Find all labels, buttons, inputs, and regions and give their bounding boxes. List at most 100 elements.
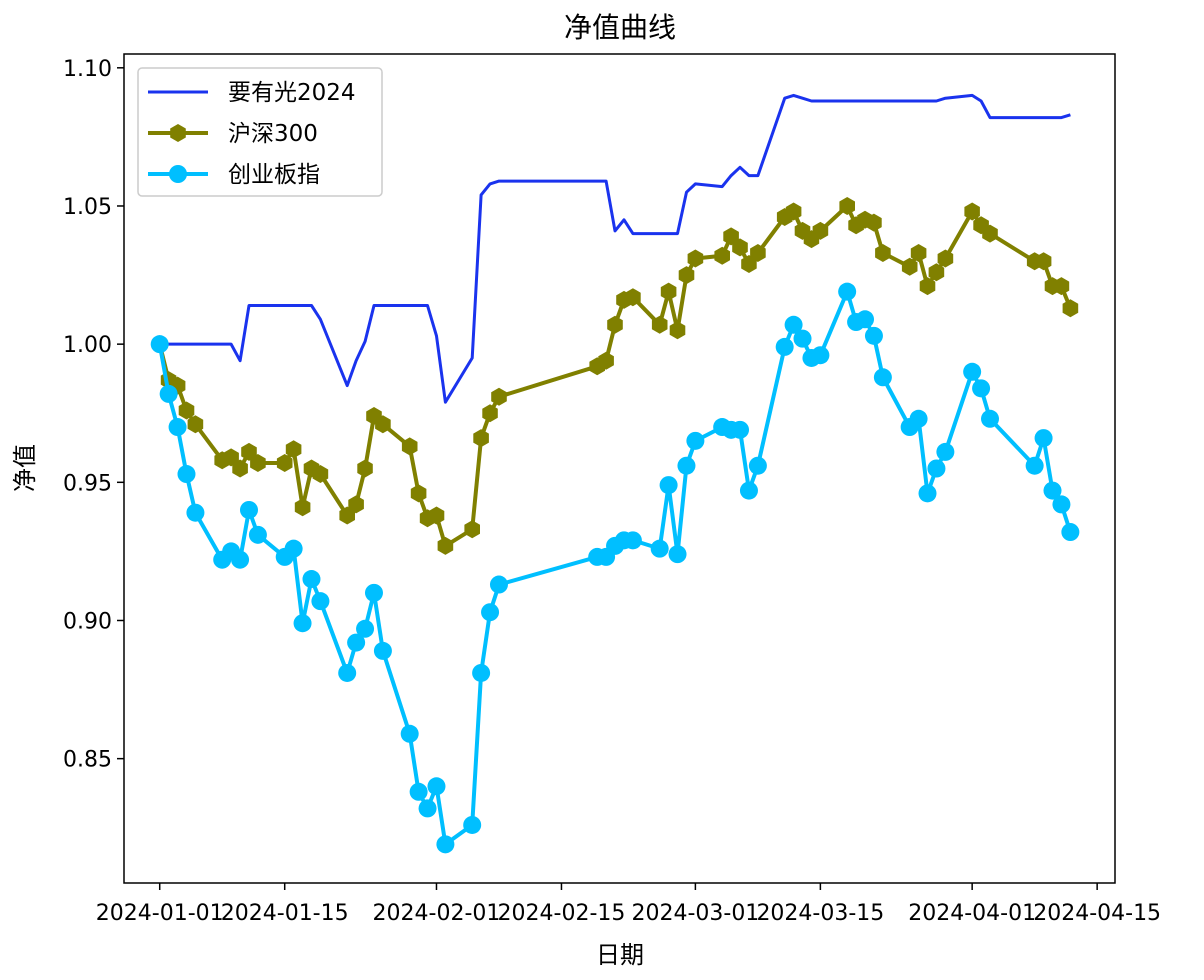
data-point bbox=[723, 227, 739, 246]
data-point bbox=[285, 440, 302, 459]
data-point bbox=[838, 282, 857, 301]
data-point bbox=[436, 835, 455, 854]
data-point bbox=[1035, 252, 1052, 271]
data-point bbox=[186, 503, 205, 522]
y-tick-label: 1.05 bbox=[63, 195, 112, 220]
data-point bbox=[668, 545, 687, 564]
data-point bbox=[812, 221, 829, 240]
data-point bbox=[731, 420, 750, 439]
y-tick-label: 0.85 bbox=[63, 748, 112, 773]
data-point bbox=[873, 368, 892, 387]
data-point bbox=[312, 465, 329, 483]
data-point bbox=[623, 531, 642, 550]
data-point bbox=[1043, 481, 1062, 500]
data-point bbox=[866, 213, 882, 232]
data-point bbox=[241, 442, 257, 461]
x-tick-label: 2024-03-15 bbox=[756, 901, 884, 926]
x-tick-label: 2024-03-01 bbox=[631, 901, 759, 926]
data-point bbox=[856, 310, 875, 329]
data-point bbox=[276, 454, 293, 472]
data-point bbox=[651, 315, 668, 334]
data-point bbox=[741, 255, 757, 273]
series-line bbox=[159, 93, 1071, 404]
y-axis-title: 净值 bbox=[11, 444, 39, 492]
y-tick-label: 1.10 bbox=[63, 57, 112, 82]
data-point bbox=[936, 442, 955, 461]
data-point bbox=[473, 429, 489, 448]
data-point bbox=[231, 550, 250, 569]
y-tick-label: 0.90 bbox=[63, 609, 112, 634]
data-point bbox=[248, 525, 267, 544]
data-point bbox=[357, 459, 373, 478]
data-point bbox=[1034, 429, 1053, 448]
legend-label: 要有光2024 bbox=[228, 80, 356, 106]
data-point bbox=[302, 570, 321, 589]
data-point bbox=[901, 257, 918, 276]
data-point bbox=[660, 282, 677, 301]
data-point bbox=[864, 326, 883, 345]
data-point bbox=[918, 484, 937, 503]
data-point bbox=[928, 263, 945, 282]
data-point bbox=[625, 288, 641, 307]
x-tick-label: 2024-04-01 bbox=[908, 901, 1036, 926]
data-point bbox=[410, 484, 427, 503]
data-point bbox=[785, 202, 802, 221]
data-point bbox=[1025, 456, 1044, 475]
x-tick-label: 2024-02-15 bbox=[498, 901, 626, 926]
series-3 bbox=[150, 282, 1080, 854]
data-point bbox=[177, 465, 196, 484]
series-layer bbox=[150, 93, 1080, 854]
data-point bbox=[919, 277, 936, 296]
data-point bbox=[964, 202, 980, 221]
data-point bbox=[687, 249, 704, 268]
data-point bbox=[714, 246, 730, 265]
data-point bbox=[481, 603, 500, 622]
data-point bbox=[811, 346, 830, 365]
x-tick-label: 2024-02-01 bbox=[373, 901, 501, 926]
data-point bbox=[250, 454, 266, 472]
data-point bbox=[748, 456, 767, 475]
data-point bbox=[1053, 277, 1070, 296]
data-point bbox=[650, 539, 669, 558]
data-point bbox=[1062, 299, 1079, 318]
legend-box bbox=[137, 67, 383, 197]
data-point bbox=[437, 536, 454, 555]
data-point bbox=[187, 415, 204, 434]
x-tick-label: 2024-01-15 bbox=[221, 901, 349, 926]
data-point bbox=[491, 387, 507, 406]
data-point bbox=[937, 249, 954, 268]
legend-label: 创业板指 bbox=[228, 162, 320, 188]
data-point bbox=[489, 575, 508, 594]
data-point bbox=[875, 244, 891, 262]
data-point bbox=[909, 409, 928, 428]
data-point bbox=[910, 244, 927, 262]
data-point bbox=[598, 351, 614, 370]
data-point bbox=[732, 238, 748, 257]
data-point bbox=[294, 498, 311, 517]
data-point bbox=[159, 384, 178, 403]
x-tick-label: 2024-04-15 bbox=[1033, 901, 1161, 926]
series-1 bbox=[159, 93, 1071, 404]
data-point bbox=[793, 329, 812, 348]
data-point bbox=[1052, 495, 1071, 514]
data-point bbox=[464, 520, 480, 539]
data-point bbox=[1061, 523, 1080, 542]
data-point bbox=[311, 592, 330, 611]
data-point bbox=[482, 404, 498, 423]
data-point bbox=[400, 724, 419, 743]
data-point bbox=[428, 506, 445, 525]
data-point bbox=[775, 337, 794, 356]
data-point bbox=[178, 401, 195, 420]
data-point bbox=[347, 633, 366, 652]
data-point bbox=[150, 335, 169, 354]
plot-frame bbox=[123, 53, 1116, 884]
data-point bbox=[963, 362, 982, 381]
series-2 bbox=[151, 197, 1079, 555]
data-point bbox=[168, 418, 187, 437]
x-tick-label: 2024-01-01 bbox=[96, 901, 224, 926]
data-point bbox=[348, 495, 364, 514]
data-point bbox=[463, 815, 482, 834]
data-point bbox=[678, 266, 695, 285]
